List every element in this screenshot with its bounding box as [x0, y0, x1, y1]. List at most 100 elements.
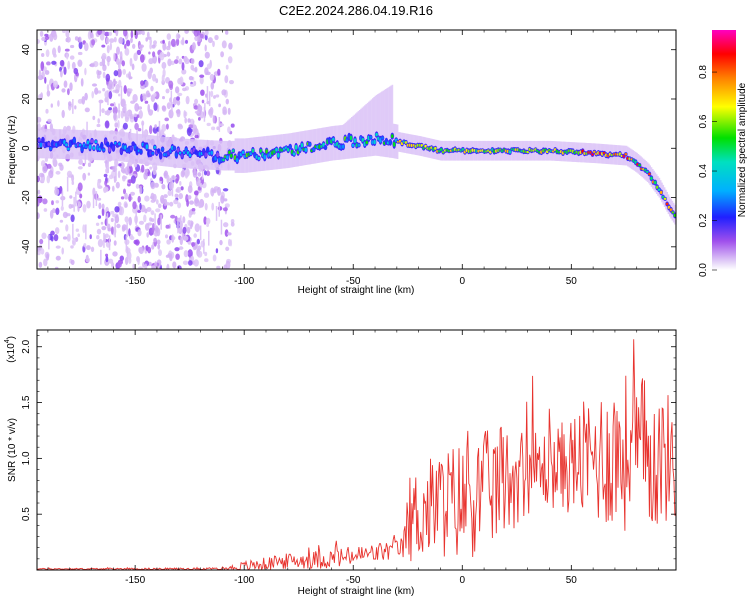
heatmap-cell	[206, 148, 210, 152]
heatmap-cell	[204, 203, 208, 211]
heatmap-cell	[122, 122, 128, 130]
heatmap-cell	[94, 140, 98, 144]
x-tick-label: 50	[566, 276, 578, 287]
heatmap-cell	[103, 173, 108, 178]
heatmap-cell	[146, 232, 149, 238]
heatmap-cell	[82, 204, 87, 213]
heatmap-cell	[53, 80, 58, 88]
heatmap-cell	[69, 195, 73, 199]
heatmap-cell	[143, 214, 147, 223]
heatmap-cell	[40, 63, 44, 72]
heatmap-cell	[324, 146, 327, 149]
heatmap-cell	[180, 186, 184, 191]
heatmap-cell	[187, 195, 192, 200]
heatmap-cell	[68, 203, 73, 209]
heatmap-cell	[161, 74, 165, 84]
heatmap-cell	[70, 44, 75, 49]
colorbar: 0.0 0.2 0.4 0.6 0.8 Normalized spectral ampl…	[698, 30, 748, 277]
heatmap-cell	[144, 100, 149, 104]
heatmap-cell	[138, 246, 144, 255]
heatmap-cell	[180, 153, 184, 158]
heatmap-cell	[125, 235, 128, 251]
heatmap-cell	[78, 159, 83, 165]
heatmap-cell	[188, 260, 193, 266]
heatmap-cell	[194, 66, 198, 73]
heatmap-cell	[216, 152, 219, 157]
y-tick-label: 0.5	[21, 507, 32, 521]
heatmap-cell	[137, 210, 141, 213]
heatmap-cell	[46, 175, 51, 184]
heatmap-cell	[206, 86, 209, 101]
heatmap-cell	[184, 117, 187, 124]
heatmap-cell	[193, 190, 199, 196]
heatmap-cell	[175, 109, 181, 114]
heatmap-cell	[65, 143, 68, 147]
heatmap-cell	[157, 218, 161, 226]
heatmap-cell	[308, 142, 312, 146]
heatmap-cell	[324, 127, 327, 162]
heatmap-cell	[357, 143, 361, 147]
heatmap-cell	[62, 211, 68, 219]
heatmap-cell	[94, 87, 99, 95]
heatmap-cell	[186, 226, 191, 234]
heatmap-cell	[37, 138, 41, 142]
heatmap-cell	[194, 110, 200, 114]
heatmap-cell	[130, 191, 135, 196]
heatmap-cell	[220, 140, 222, 171]
heatmap-cell	[165, 123, 169, 130]
heatmap-cell	[177, 218, 179, 234]
heatmap-cell	[130, 100, 136, 104]
heatmap-cell	[77, 233, 80, 237]
heatmap-cell	[77, 59, 83, 67]
heatmap-cell	[159, 153, 162, 158]
heatmap-cell	[141, 164, 145, 173]
heatmap-cell	[112, 185, 115, 192]
snr-series-line	[37, 339, 676, 570]
heatmap-cell	[203, 216, 207, 225]
heatmap-cell	[170, 38, 176, 47]
heatmap-cell	[227, 126, 231, 134]
heatmap-cell	[171, 137, 174, 168]
heatmap-cell	[65, 224, 69, 232]
x-tick-label: -50	[346, 575, 361, 586]
heatmap-cell	[164, 117, 169, 122]
heatmap-cell	[185, 39, 188, 44]
heatmap-cell	[285, 133, 288, 169]
heatmap-cell	[49, 209, 54, 219]
heatmap-cell	[404, 141, 408, 144]
heatmap-cell	[420, 144, 424, 147]
heatmap-cell	[126, 222, 128, 238]
heatmap-cell	[69, 82, 73, 91]
heatmap-cell	[37, 74, 44, 81]
heatmap-cell	[91, 39, 96, 46]
heatmap-cell	[146, 207, 152, 212]
heatmap-cell	[251, 148, 255, 153]
heatmap-cell	[152, 193, 157, 202]
heatmap-cell	[203, 170, 207, 176]
heatmap-cell	[81, 96, 86, 105]
heatmap-cell	[188, 76, 194, 81]
heatmap-cell	[73, 196, 75, 212]
heatmap-cell	[144, 168, 149, 173]
heatmap-cell	[54, 266, 59, 269]
heatmap-cell	[70, 259, 75, 265]
heatmap-cell	[97, 239, 104, 248]
heatmap-cell	[648, 172, 651, 176]
heatmap-cell	[86, 140, 90, 145]
heatmap-cell	[207, 140, 209, 170]
heatmap-cell	[188, 212, 192, 218]
heatmap-cell	[134, 122, 139, 131]
heatmap-cell	[184, 58, 190, 65]
heatmap-cell	[368, 101, 370, 157]
heatmap-cell	[461, 148, 465, 151]
heatmap-cell	[118, 37, 124, 44]
heatmap-cell	[210, 90, 214, 98]
heatmap-cell	[118, 103, 120, 119]
heatmap-cell	[82, 162, 85, 167]
heatmap-cell	[100, 249, 102, 265]
heatmap-cell	[364, 105, 366, 157]
heatmap-cell	[203, 192, 210, 198]
heatmap-cell	[216, 126, 220, 130]
heatmap-cell	[107, 90, 109, 106]
heatmap-cell	[96, 235, 100, 240]
